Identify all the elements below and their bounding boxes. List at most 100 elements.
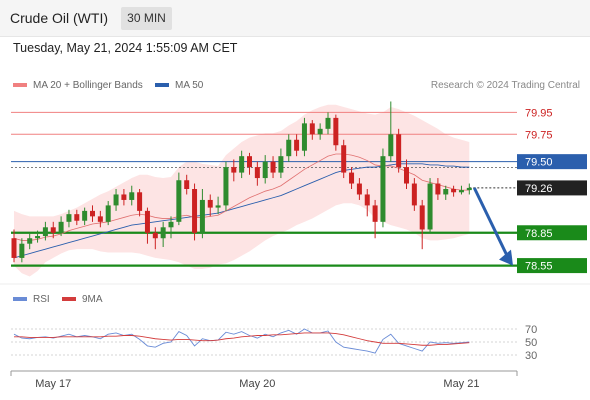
candle-body — [105, 205, 111, 222]
candle-body — [317, 128, 323, 135]
candle-body — [247, 156, 252, 168]
candle-body — [58, 221, 64, 233]
level-label-78.85: 78.85 — [525, 228, 553, 240]
candle-body — [451, 189, 457, 193]
candle-body — [160, 227, 166, 239]
chart-header: Crude Oil (WTI) 30 MIN — [0, 0, 590, 37]
candle-body — [97, 216, 103, 222]
candle-body — [11, 238, 17, 258]
legend-ma20-bb: MA 20 + Bollinger Bands — [13, 80, 143, 91]
x-tick-label: May 21 — [443, 378, 479, 390]
candle-body — [443, 189, 449, 195]
ma20-line — [13, 153, 470, 241]
candle-body — [341, 145, 347, 173]
candle-body — [239, 156, 245, 173]
candle-body — [356, 183, 362, 195]
rsi-tick-70: 70 — [525, 324, 537, 336]
legend-swatch-ma50 — [155, 83, 169, 88]
legend-9ma-label: 9MA — [82, 294, 103, 305]
bollinger-band-fill — [14, 104, 470, 277]
candle-body — [113, 194, 119, 206]
rsi-tick-50: 50 — [525, 337, 537, 349]
candle-body — [137, 192, 143, 211]
x-tick-label: May 17 — [35, 378, 71, 390]
level-label-79.50: 79.50 — [525, 157, 553, 169]
candle-body — [82, 210, 88, 221]
legend-swatch-ma20 — [13, 83, 27, 88]
candle-body — [294, 139, 300, 151]
candle-body — [364, 194, 370, 206]
ma50-line — [13, 163, 470, 259]
rsi-tick-30: 30 — [525, 350, 537, 362]
candle-body — [35, 236, 41, 239]
candle-body — [199, 199, 205, 233]
candle-body — [192, 189, 198, 233]
candle-body — [254, 167, 260, 179]
rsi-series-rsi — [13, 328, 470, 354]
level-label-78.55: 78.55 — [525, 261, 553, 273]
candle-body — [301, 123, 307, 151]
chart-datetime: Tuesday, May 21, 2024 1:55:09 AM CET — [13, 41, 238, 55]
candle-body — [223, 167, 229, 206]
candle-body — [286, 139, 292, 157]
timeframe-badge[interactable]: 30 MIN — [121, 7, 172, 30]
candle-body — [333, 117, 339, 146]
legend-ma50-label: MA 50 — [175, 80, 204, 91]
candle-body — [215, 205, 221, 208]
projection-arrow-shaft — [472, 187, 509, 257]
rsi-series-9ma — [14, 332, 470, 346]
legend-swatch-rsi — [13, 297, 27, 302]
candle-body — [349, 172, 355, 184]
legend-swatch-9ma — [62, 297, 76, 302]
candle-body — [19, 243, 25, 258]
candle-body — [458, 190, 464, 193]
candle-body — [42, 227, 48, 237]
candle-body — [380, 156, 386, 222]
candle-body — [152, 232, 158, 239]
candle-body — [372, 205, 378, 222]
legend-rsi: RSI — [13, 294, 50, 305]
legend-rsi-label: RSI — [33, 294, 50, 305]
legend-ma20-label: MA 20 + Bollinger Bands — [33, 80, 143, 91]
candle-body — [270, 161, 276, 173]
candle-body — [27, 238, 33, 244]
candle-body — [50, 227, 56, 233]
level-badge-79.50 — [517, 154, 587, 170]
candle-body — [404, 167, 409, 184]
candle-body — [262, 161, 268, 179]
x-tick-label: May 20 — [239, 378, 275, 390]
candle-body — [309, 123, 315, 135]
attribution: Research © 2024 Trading Central — [430, 80, 580, 91]
candle-body — [144, 210, 150, 233]
candle-body — [419, 205, 425, 230]
level-label-79.75: 79.75 — [525, 129, 553, 141]
candle-body — [411, 183, 417, 206]
level-label-79.26: 79.26 — [525, 183, 553, 195]
projection-arrow-head — [499, 249, 513, 266]
level-badge-78.85 — [517, 225, 587, 241]
level-label-79.95: 79.95 — [525, 107, 553, 119]
legend-ma50: MA 50 — [155, 80, 203, 91]
candle-body — [184, 180, 190, 189]
candle-body — [278, 156, 284, 173]
instrument-title: Crude Oil (WTI) — [10, 10, 108, 26]
candle-body — [231, 167, 237, 173]
candle-body — [325, 117, 331, 129]
level-badge-79.26 — [517, 180, 587, 196]
candle-body — [435, 183, 441, 195]
candle-body — [427, 183, 433, 230]
candle-body — [207, 199, 213, 208]
candle-body — [129, 192, 135, 200]
candle-body — [66, 214, 72, 222]
candle-body — [466, 187, 472, 191]
level-badge-78.55 — [517, 258, 587, 274]
candle-body — [396, 134, 402, 168]
candle-body — [74, 214, 80, 221]
candle-body — [90, 210, 95, 217]
legend-9ma: 9MA — [62, 294, 103, 305]
candle-body — [176, 180, 182, 222]
candle-body — [168, 221, 174, 228]
candle-body — [388, 134, 394, 157]
candle-body — [121, 194, 127, 200]
